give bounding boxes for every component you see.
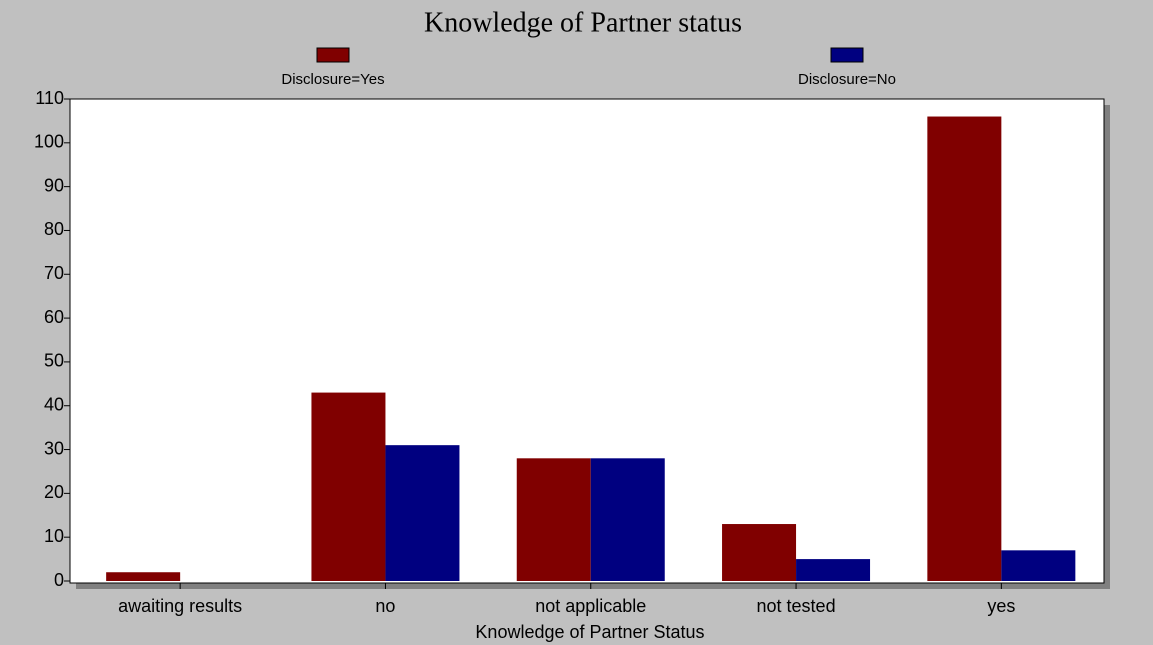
y-tick-label: 100 xyxy=(34,132,64,152)
legend-swatch xyxy=(316,47,350,63)
bar xyxy=(311,392,386,581)
legend-label: Disclosure=No xyxy=(798,71,896,88)
x-tick-label: not tested xyxy=(757,596,836,616)
y-tick-label: 50 xyxy=(44,351,64,371)
bar xyxy=(106,572,181,581)
chart-title: Knowledge of Partner status xyxy=(424,7,742,38)
y-tick-label: 30 xyxy=(44,438,64,458)
y-tick-label: 90 xyxy=(44,175,64,195)
bar xyxy=(1001,550,1076,581)
bar xyxy=(722,524,797,581)
bar xyxy=(927,116,1002,581)
y-tick-label: 20 xyxy=(44,482,64,502)
y-tick-label: 0 xyxy=(54,570,64,590)
y-tick-label: 10 xyxy=(44,526,64,546)
x-tick-label: awaiting results xyxy=(118,596,242,616)
legend-label: Disclosure=Yes xyxy=(281,71,384,88)
y-tick-label: 40 xyxy=(44,394,64,414)
y-tick-label: 70 xyxy=(44,263,64,283)
legend-swatch xyxy=(830,47,864,63)
x-axis-label: Knowledge of Partner Status xyxy=(475,622,704,642)
x-tick-label: not applicable xyxy=(535,596,646,616)
bar xyxy=(590,458,665,581)
bar xyxy=(796,559,871,581)
bar xyxy=(385,445,460,581)
x-tick-label: yes xyxy=(987,596,1015,616)
y-tick-label: 110 xyxy=(35,88,64,108)
y-tick-label: 80 xyxy=(44,219,64,239)
y-tick-label: 60 xyxy=(44,307,64,327)
x-tick-label: no xyxy=(375,596,395,616)
bar xyxy=(516,458,591,581)
